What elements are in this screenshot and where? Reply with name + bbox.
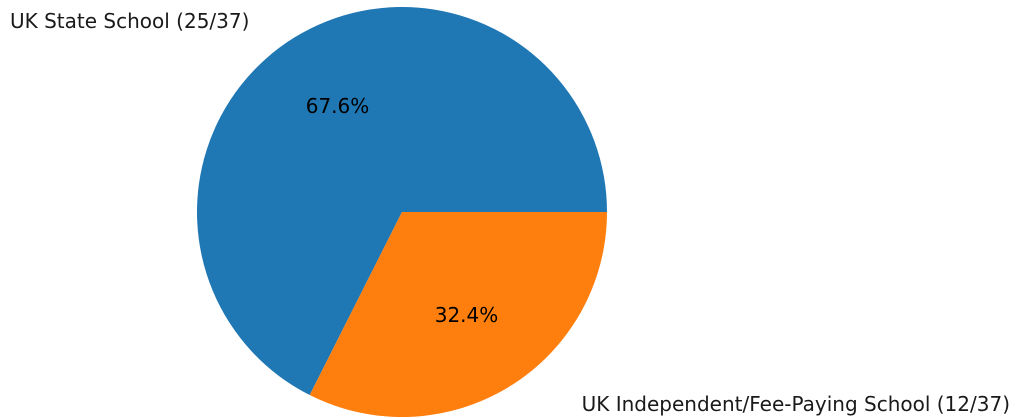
- slice-label-independent-school: UK Independent/Fee-Paying School (12/37): [582, 392, 1010, 416]
- pie-slice-1: [309, 212, 607, 417]
- pie-slice-0: [197, 6, 608, 396]
- slice-label-state-school: UK State School (25/37): [10, 9, 249, 33]
- pie-slices: [197, 6, 608, 417]
- slice-percent-independent-school: 32.4%: [435, 303, 499, 327]
- slice-percent-state-school: 67.6%: [306, 94, 370, 118]
